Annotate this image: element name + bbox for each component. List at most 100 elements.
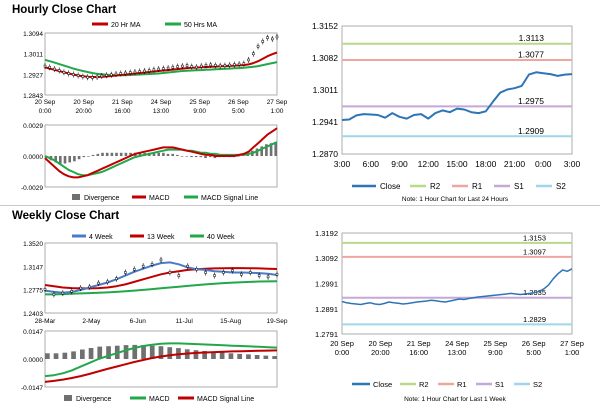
divergence-bar: [49, 156, 53, 161]
divergence-bar: [222, 156, 226, 158]
weekly-divergence-bar: [88, 348, 94, 359]
weekly-levels-frame: [341, 232, 573, 335]
weekly-price-bar-body: [275, 273, 279, 276]
price-bar-body: [81, 75, 85, 78]
legend-label-divergence: Divergence: [84, 195, 120, 202]
hourly-levels-xaxis: 3:00 6:00 9:00 12:00 15:00 18:00 21:00 0:00 3:00: [334, 159, 581, 169]
y-tick-label: 0.0000: [23, 357, 43, 364]
legend-swatch-divergence: [72, 194, 80, 200]
price-bar-body: [128, 71, 132, 74]
x-tick-label: 21:00: [504, 159, 526, 169]
weekly-divergence-bar: [158, 346, 164, 359]
x-tick-label-date: 20 Sep: [330, 339, 354, 348]
weekly-divergence-bar: [45, 353, 50, 359]
weekly-price-bar-body: [231, 269, 234, 272]
weekly-divergence-bar: [80, 349, 85, 359]
y-tick-label: 1.3094: [23, 31, 43, 38]
legend-label-macd: MACD: [149, 195, 170, 202]
x-tick-label: 12:00: [418, 159, 440, 169]
weekly-price-frame: [44, 242, 278, 314]
weekly-price-bar-body: [115, 277, 118, 280]
divergence-bar: [63, 156, 67, 164]
x-tick-label: 0:00: [535, 159, 552, 169]
price-bar-body: [171, 66, 175, 69]
weekly-price-legend: 4 Week 13 Week 40 Week: [72, 234, 235, 241]
divergence-bar: [148, 152, 151, 156]
divergence-bar: [237, 156, 240, 157]
price-bar-body: [223, 64, 227, 67]
price-bar-body: [242, 62, 246, 65]
weekly-price-bar-body: [106, 280, 109, 284]
price-bar-body: [62, 71, 66, 74]
x-tick-label-time: 20:00: [76, 108, 93, 115]
x-tick-label-date: 20 Sep: [73, 99, 94, 106]
price-bar-body: [214, 64, 217, 67]
price-bar-body: [228, 63, 231, 67]
divergence-bar: [110, 152, 114, 156]
y-tick-label: 1.3011: [313, 85, 339, 95]
weekly-level-value-s1: 1.2935: [523, 288, 546, 297]
weekly-divergence-bar: [193, 350, 199, 359]
x-tick-label-time: 16:00: [409, 348, 428, 357]
divergence-bar: [101, 152, 104, 156]
x-tick-label-date: 25 Sep: [189, 99, 210, 106]
divergence-bar: [251, 150, 254, 156]
hourly-levels-chart: 1.3152 1.3082 1.3011 1.2941 1.2870 3:00 6:00 9…: [312, 21, 581, 203]
weekly-price-series: [43, 256, 279, 298]
divergence-bar: [143, 152, 146, 156]
divergence-bar: [255, 148, 259, 156]
legend-label-weekly-signal: MACD Signal Line: [197, 396, 254, 403]
hourly-levels-yaxis: 1.3152 1.3082 1.3011 1.2941 1.2870: [312, 21, 338, 159]
price-bar-body: [147, 69, 151, 72]
weekly-divergence-bar: [246, 354, 251, 359]
x-tick-label: 3:00: [334, 159, 351, 169]
y-tick-label: 1.3092: [315, 254, 338, 263]
x-tick-label-date: 26 Sep: [522, 339, 546, 348]
x-tick-label-date: 21 Sep: [407, 339, 431, 348]
x-tick-label: 15:00: [446, 159, 468, 169]
x-tick-label-date: 20 Sep: [35, 99, 56, 106]
divergence-bar: [105, 152, 109, 156]
weekly-price-bar-body: [61, 291, 65, 295]
price-bar-body: [57, 69, 61, 72]
weekly-price-bar-body: [70, 290, 74, 293]
weekly-price-yaxis: 1.3520 1.3147 1.2775 1.2403: [23, 241, 43, 318]
weekly-price-bar-body: [88, 285, 91, 289]
divergence-bar: [91, 154, 95, 156]
price-bar-body: [76, 74, 80, 77]
y-tick-label: 1.3152: [312, 21, 338, 31]
weekly-level-value-r2: 1.3153: [523, 233, 546, 242]
weekly-price-bar-body: [141, 264, 145, 268]
weekly-price-bar-body: [222, 271, 225, 274]
weekly-price-chart: 4 Week 13 Week 40 Week 1.3520 1.3147 1.277…: [23, 234, 288, 325]
legend-label-r1: R1: [472, 182, 483, 191]
divergence-bar: [213, 156, 217, 159]
weekly-divergence-bar: [106, 346, 111, 359]
weekly-divergence-bar: [141, 345, 146, 359]
price-bar-body: [114, 72, 118, 76]
divergence-bar: [241, 154, 245, 156]
weekly-price-bar-body: [213, 274, 216, 277]
divergence-bar: [87, 156, 90, 157]
divergence-bar: [124, 152, 128, 156]
price-bar-body: [252, 52, 255, 55]
hourly-price-frame: [44, 32, 278, 96]
weekly-price-bar-body: [266, 275, 270, 279]
weekly-levels-series: 1.3153 1.3097 1.2935 1.2829: [341, 233, 573, 326]
weekly-divergence-bar: [263, 355, 269, 359]
weekly-divergence-bar: [71, 351, 76, 359]
weekly-divergence-bar: [219, 352, 225, 359]
weekly-level-value-s2: 1.2829: [523, 315, 546, 324]
weekly-macd-frame: [44, 330, 278, 388]
x-tick-label: 2-May: [82, 318, 101, 325]
weekly-macd-line: [44, 342, 278, 378]
x-tick-label-date: 20 Sep: [368, 339, 392, 348]
divergence-bar: [134, 152, 137, 156]
y-tick-label: 1.2775: [23, 288, 43, 295]
x-tick-label-date: 27 Sep: [267, 99, 288, 106]
weekly-divergence-bar: [184, 349, 190, 359]
divergence-bar: [96, 153, 100, 156]
weekly-macd-series: [44, 342, 278, 383]
hourly-levels-series: 1.3113 1.3077 1.2975 1.2909: [341, 33, 573, 138]
weekly-price-bar-body: [177, 274, 181, 277]
